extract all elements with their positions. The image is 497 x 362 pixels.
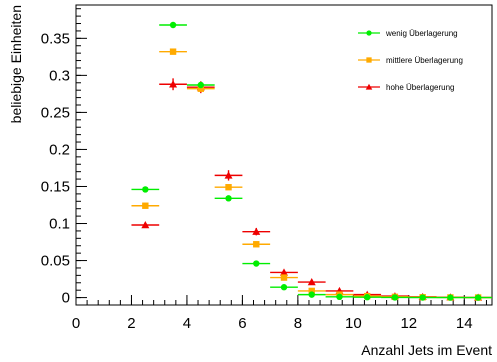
plot-frame	[75, 4, 493, 306]
legend: wenig Überlagerung mittlere Überlagerung h…	[358, 29, 463, 92]
data-point	[336, 293, 343, 301]
data-point	[197, 85, 204, 92]
data-point	[142, 202, 149, 209]
data-point	[253, 241, 260, 248]
data-point	[141, 221, 150, 229]
legend-marker	[366, 30, 372, 36]
data-point	[142, 186, 149, 193]
data-point	[169, 48, 177, 55]
legend-marker	[365, 83, 373, 90]
data-point	[280, 274, 288, 281]
y-tick-label: 0.15	[41, 178, 70, 195]
data-point	[364, 294, 371, 301]
x-tick-label: 6	[238, 315, 246, 332]
y-tick-label: 0.3	[49, 67, 70, 84]
y-tick-label: 0.05	[41, 253, 70, 270]
y-tick-label: 0	[62, 290, 70, 307]
data-point	[169, 80, 178, 88]
data-point	[280, 268, 288, 276]
x-tick-label: 14	[456, 315, 473, 332]
data-point	[225, 195, 232, 202]
data-point	[307, 278, 316, 286]
y-axis-title: beliebige Einheiten	[8, 5, 24, 123]
data-point	[391, 294, 399, 301]
data-series	[131, 21, 492, 301]
data-point	[197, 81, 204, 89]
legend-item: wenig Überlagerung	[358, 29, 458, 38]
legend-label: mittlere Überlagerung	[386, 56, 463, 65]
x-tick-label: 0	[72, 315, 80, 332]
x-tick-label: 4	[183, 315, 191, 332]
x-tick-label: 10	[345, 315, 362, 332]
data-point	[419, 294, 426, 301]
y-tick-label: 0.35	[41, 30, 70, 47]
legend-marker	[366, 57, 372, 63]
y-axis: 0 0.05 0.1 0.15 0.2 0.25 0.3 0.35	[41, 8, 87, 307]
legend-item: mittlere Überlagerung	[358, 56, 463, 65]
x-tick-label: 8	[294, 315, 302, 332]
data-point	[252, 227, 261, 235]
x-axis: 0 2 4 6 8 10 12 14	[72, 295, 487, 332]
y-tick-label: 0.2	[49, 141, 70, 158]
series-3	[131, 78, 492, 301]
data-point	[169, 21, 177, 29]
series-1	[131, 21, 492, 301]
data-point	[447, 294, 454, 301]
x-tick-label: 12	[400, 315, 417, 332]
data-point	[308, 287, 315, 295]
data-point	[308, 291, 315, 298]
y-tick-label: 0.25	[41, 104, 70, 121]
data-point	[253, 260, 260, 267]
data-point	[225, 184, 232, 191]
data-point	[224, 171, 233, 179]
y-tick-label: 0.1	[49, 216, 70, 233]
legend-item: hohe Überlagerung	[358, 83, 455, 92]
data-point	[280, 284, 288, 291]
x-tick-label: 2	[127, 315, 135, 332]
legend-label: wenig Überlagerung	[385, 29, 458, 38]
data-point	[474, 294, 482, 301]
legend-label: hohe Überlagerung	[386, 83, 455, 92]
x-axis-title: Anzahl Jets im Event	[361, 342, 492, 358]
